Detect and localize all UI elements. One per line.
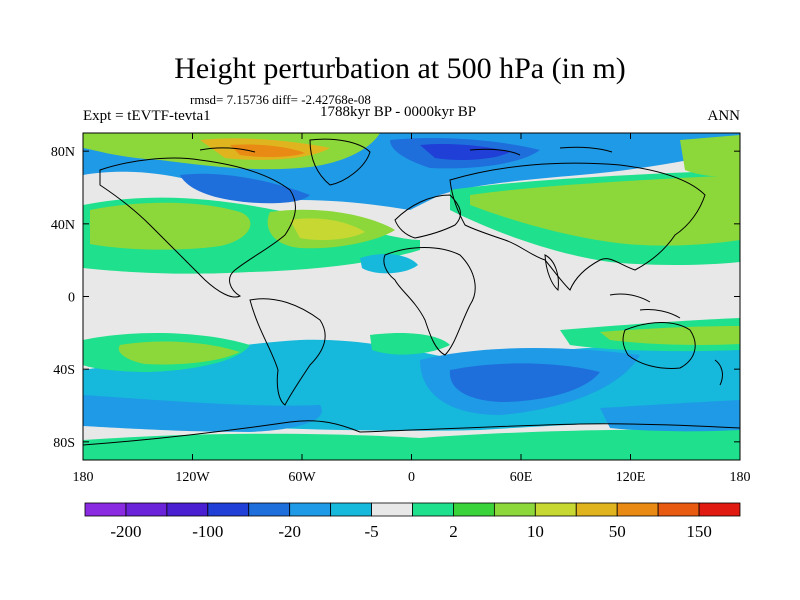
stats-text: rmsd= 7.15736 diff= -2.42768e-08 <box>190 92 371 107</box>
colorbar-swatch <box>453 502 495 517</box>
positive-inner-north-atlantic <box>290 218 365 240</box>
positive-core-asia <box>470 175 740 246</box>
period-label: 1788kyr BP - 0000kyr BP <box>320 104 477 120</box>
x-tick-label: 0 <box>408 470 415 485</box>
positive-core-south-pacific <box>118 341 240 365</box>
colorbar-swatch <box>534 502 577 517</box>
page-title: Height perturbation at 500 hPa (in m) <box>174 52 626 85</box>
colorbar-swatch <box>84 502 127 517</box>
colorbar-swatch <box>657 502 700 517</box>
colorbar-swatch <box>330 502 372 517</box>
negative-inner-europe <box>420 143 510 160</box>
coast-north-america <box>99 157 296 298</box>
coast-africa <box>383 247 476 356</box>
positive-arctic-peak <box>230 144 305 158</box>
coastlines <box>83 138 740 446</box>
colorbar-label: 150 <box>686 522 712 541</box>
colorbar-swatch <box>166 502 209 517</box>
coast-indonesia <box>609 293 681 319</box>
x-tick-label: 180 <box>73 470 94 485</box>
colorbar-swatch <box>493 502 536 517</box>
y-tick-label: 40S <box>53 363 75 378</box>
negative-inner-south-indian <box>449 363 600 402</box>
negative-antarctic-east <box>600 400 740 432</box>
negative-patch-atlantic <box>360 254 418 274</box>
x-tick-label: 180 <box>730 470 751 485</box>
x-tick-label: 60W <box>288 470 316 485</box>
colorbar-swatch <box>289 502 332 517</box>
colorbar-swatch <box>575 502 618 517</box>
colorbar-label: -100 <box>192 522 223 541</box>
experiment-label: Expt = tEVTF-tevta1 <box>83 108 211 124</box>
coast-arctic-islands <box>199 146 613 156</box>
y-tick-label: 80S <box>53 436 75 451</box>
colorbar-label: 2 <box>449 522 458 541</box>
coast-india <box>544 254 559 291</box>
colorbar-swatch <box>125 502 168 517</box>
colorbar-swatch <box>248 502 291 517</box>
colorbar-label: 10 <box>527 522 544 541</box>
positive-patch-south-atlantic <box>370 333 450 355</box>
colorbar-label: -20 <box>278 522 301 541</box>
colorbar-swatch <box>698 502 741 517</box>
positive-arctic-east <box>680 135 740 177</box>
colorbar: -200 -100 -20 -5 2 10 50 150 <box>84 502 741 541</box>
height-field <box>83 133 740 460</box>
axis-ticks: 180 120W 60W 0 60E 120E 180 80N 40N 0 40S 80S <box>51 133 751 485</box>
coast-south-america <box>249 298 326 406</box>
x-tick-label: 120W <box>175 470 210 485</box>
coast-new-zealand <box>714 359 723 386</box>
colorbar-swatch <box>616 502 659 517</box>
y-tick-label: 80N <box>51 145 75 160</box>
coast-greenland <box>309 138 371 186</box>
positive-core-south-east <box>600 326 740 345</box>
negative-antarctic <box>83 395 322 432</box>
x-tick-label: 60E <box>510 470 533 485</box>
y-tick-label: 40N <box>51 218 75 233</box>
positive-antarctic <box>83 429 740 460</box>
season-label: ANN <box>707 108 741 124</box>
colorbar-label: -200 <box>110 522 141 541</box>
colorbar-label: 50 <box>609 522 626 541</box>
coast-australia <box>622 322 696 369</box>
positive-core-north-pacific <box>90 202 251 250</box>
coast-antarctica <box>83 420 740 446</box>
coast-europe <box>394 194 461 239</box>
negative-core-canada <box>180 173 310 204</box>
colorbar-swatch <box>412 502 454 517</box>
y-tick-label: 0 <box>68 291 75 306</box>
colorbar-swatch <box>207 502 250 517</box>
colorbar-label: -5 <box>364 522 378 541</box>
x-tick-label: 120E <box>616 470 646 485</box>
coast-asia <box>449 162 706 291</box>
colorbar-swatch <box>371 502 413 517</box>
